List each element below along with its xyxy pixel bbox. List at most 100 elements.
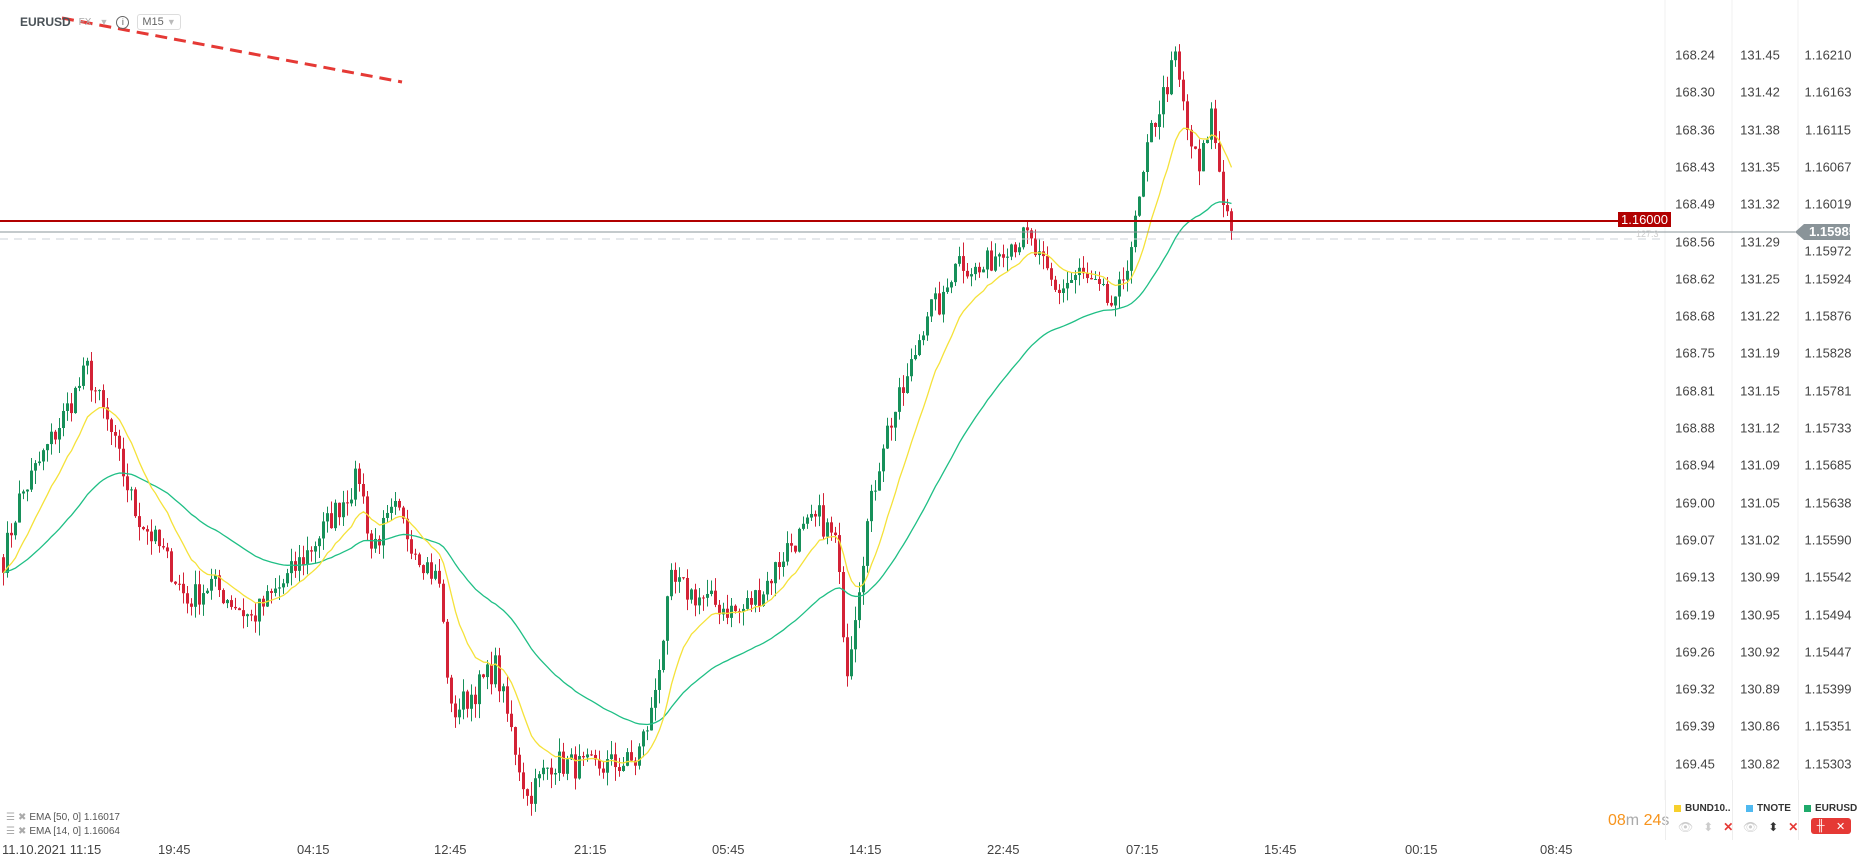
- candle-body: [822, 505, 825, 537]
- candle-body: [426, 562, 429, 574]
- candlestick-icon[interactable]: ╫: [1816, 820, 1825, 832]
- info-icon[interactable]: i: [116, 15, 130, 29]
- price-axis-label-eurusd: 1.15876: [1804, 308, 1852, 324]
- candle-body: [1030, 230, 1033, 239]
- price-axis-label-bund: 168.43: [1675, 159, 1715, 175]
- candle-body: [918, 340, 921, 356]
- price-axis-label-tnote: 131.45: [1740, 47, 1780, 63]
- candle-body: [418, 554, 421, 566]
- candle-body: [1150, 122, 1153, 143]
- candle-body: [678, 577, 681, 582]
- candle-body: [830, 522, 833, 533]
- chevron-down-icon[interactable]: ▼: [99, 17, 109, 27]
- candle-body: [298, 557, 301, 571]
- candle-body: [222, 590, 225, 604]
- price-axis-label-tnote: 131.29: [1740, 234, 1780, 249]
- candle-body: [1058, 289, 1061, 294]
- price-axis-label-eurusd: 1.16067: [1804, 159, 1852, 175]
- close-icon[interactable]: ✖: [17, 826, 27, 837]
- price-axis-label-bund: 169.13: [1675, 569, 1715, 585]
- candle-body: [854, 620, 857, 650]
- price-axis-label-eurusd: 1.16115: [1804, 122, 1852, 138]
- candle-body: [106, 407, 109, 420]
- candle-body: [966, 270, 969, 277]
- price-axis-label-tnote: 131.15: [1740, 383, 1780, 399]
- candle-body: [170, 551, 173, 582]
- candle-body: [246, 614, 249, 617]
- candle-body: [718, 604, 721, 615]
- candle-body: [1126, 270, 1129, 280]
- candle-body: [934, 293, 937, 300]
- candle-body: [274, 588, 277, 593]
- price-axis-label-bund: 168.62: [1675, 271, 1715, 287]
- candle-body: [422, 565, 425, 574]
- settings-icon[interactable]: ☰: [6, 812, 15, 823]
- eye-icon[interactable]: 👁: [1743, 820, 1759, 834]
- candle-body: [202, 593, 205, 605]
- settings-icon[interactable]: ☰: [6, 826, 15, 837]
- candle-body: [342, 502, 345, 518]
- price-axis-label-eurusd: 1.16019: [1804, 196, 1852, 212]
- candle-body: [142, 527, 145, 530]
- price-axis-label-bund: 169.32: [1675, 681, 1715, 697]
- legend-label: BUND10..: [1685, 803, 1731, 814]
- candle-body: [818, 505, 821, 517]
- candle-body: [78, 385, 81, 388]
- candle-body: [1070, 280, 1073, 283]
- candle-body: [134, 489, 137, 517]
- price-axis-label-tnote: 130.92: [1740, 644, 1780, 660]
- candle-body: [694, 589, 697, 606]
- candle-body: [530, 795, 533, 804]
- candle-body: [474, 694, 477, 705]
- candle-body: [910, 359, 913, 377]
- time-axis-label: 08:45: [1540, 842, 1573, 857]
- price-axis-label-eurusd: 1.15447: [1804, 644, 1852, 660]
- time-axis-label: 07:15: [1126, 842, 1159, 857]
- candle-body: [554, 773, 557, 775]
- candle-body: [1102, 283, 1105, 285]
- candle-body: [102, 390, 105, 408]
- candle-body: [470, 694, 473, 709]
- candle-body: [882, 448, 885, 472]
- candle-body: [1118, 279, 1121, 297]
- price-axis-label-tnote: 130.86: [1740, 718, 1780, 734]
- candle-body: [954, 263, 957, 283]
- alert-price-tag[interactable]: 1.16000: [1618, 212, 1671, 227]
- candle-body: [466, 691, 469, 709]
- candle-body: [598, 759, 601, 769]
- candle-body: [538, 774, 541, 779]
- close-icon[interactable]: ✕: [1788, 820, 1799, 834]
- close-icon[interactable]: ✖: [17, 812, 27, 823]
- eye-icon[interactable]: 👁: [1678, 820, 1694, 834]
- candle-body: [374, 538, 377, 549]
- candle-body: [94, 390, 97, 392]
- candle-body: [846, 637, 849, 677]
- sort-icon[interactable]: ⬍: [1768, 820, 1779, 834]
- market-label: FX: [78, 16, 92, 28]
- alert-distance: 127.3: [1636, 229, 1659, 239]
- close-icon[interactable]: ✕: [1836, 820, 1846, 833]
- candle-body: [1046, 256, 1049, 269]
- candle-body: [478, 674, 481, 705]
- candle-body: [958, 256, 961, 264]
- candle-body: [242, 610, 245, 617]
- candle-body: [790, 543, 793, 546]
- price-axis-label-eurusd: 1.16163: [1804, 84, 1852, 100]
- candle-body: [594, 754, 597, 760]
- candle-countdown: 08m 24s: [1608, 812, 1669, 830]
- candle-body: [878, 471, 881, 491]
- timeframe-select[interactable]: M15 ▼: [137, 14, 181, 30]
- price-axis-label-bund: 168.30: [1675, 84, 1715, 100]
- candle-body: [898, 387, 901, 412]
- close-icon[interactable]: ✕: [1723, 820, 1734, 834]
- candle-body: [390, 506, 393, 513]
- candle-body: [1226, 205, 1229, 212]
- candle-body: [998, 254, 1001, 257]
- candle-body: [1186, 101, 1189, 130]
- color-swatch: [1674, 805, 1681, 812]
- candle-body: [746, 598, 749, 609]
- trend-line[interactable]: [61, 16, 403, 84]
- sort-icon[interactable]: ⬍: [1703, 820, 1714, 834]
- candle-body: [658, 669, 661, 690]
